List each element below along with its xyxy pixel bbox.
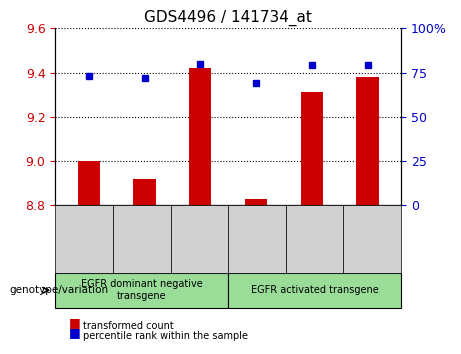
Bar [77,161,100,205]
Text: ■: ■ [69,326,81,339]
Text: transformed count: transformed count [83,321,174,331]
Text: EGFR activated transgene: EGFR activated transgene [251,285,378,295]
Bar [245,199,267,205]
Text: EGFR dominant negative
transgene: EGFR dominant negative transgene [81,279,203,301]
Text: genotype/variation: genotype/variation [9,285,108,295]
Bar [356,77,379,205]
Bar [301,92,323,205]
Text: percentile rank within the sample: percentile rank within the sample [83,331,248,341]
Title: GDS4496 / 141734_at: GDS4496 / 141734_at [144,9,312,25]
Bar [133,179,156,205]
Text: ■: ■ [69,316,81,329]
Bar [189,68,212,205]
